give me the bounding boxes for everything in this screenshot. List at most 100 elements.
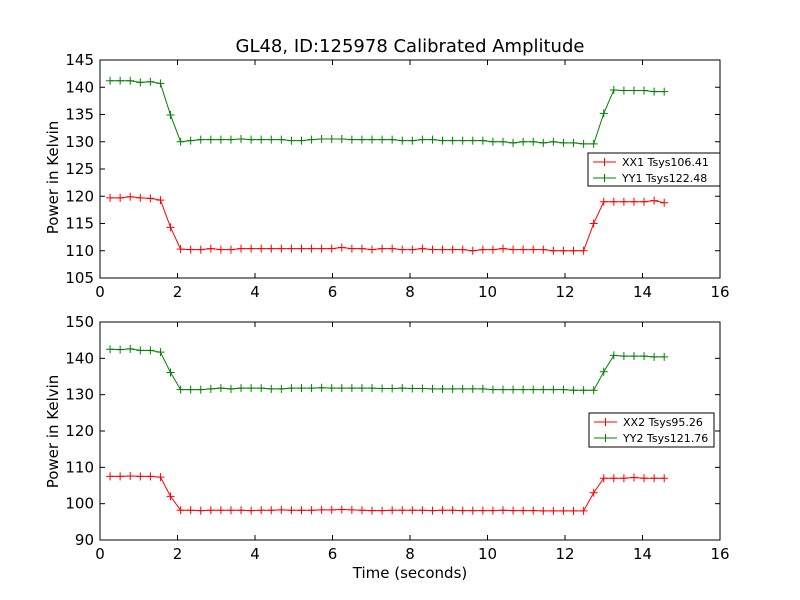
bottom-data-point bbox=[176, 506, 185, 515]
bottom-data-point bbox=[478, 506, 487, 515]
bottom-y-tick-label: 110 bbox=[65, 458, 94, 476]
top-data-point bbox=[438, 245, 447, 254]
bottom-x-tick-label: 14 bbox=[633, 545, 652, 563]
top-data-point bbox=[660, 198, 669, 207]
top-y-tick-label: 130 bbox=[65, 133, 94, 151]
bottom-data-point bbox=[196, 506, 205, 515]
bottom-data-point bbox=[186, 385, 195, 394]
top-data-point bbox=[388, 244, 397, 253]
bottom-data-point bbox=[499, 506, 507, 515]
bottom-data-point bbox=[388, 384, 397, 393]
top-data-point bbox=[609, 197, 618, 206]
bottom-data-point bbox=[317, 505, 326, 514]
bottom-data-point bbox=[378, 384, 387, 393]
top-y-tick-label: 135 bbox=[65, 106, 94, 124]
bottom-data-point bbox=[438, 384, 447, 393]
bottom-data-point bbox=[368, 506, 377, 515]
top-data-point bbox=[176, 245, 185, 254]
top-data-point bbox=[267, 244, 276, 253]
top-data-point bbox=[156, 79, 165, 88]
bottom-data-point bbox=[307, 384, 316, 393]
top-data-point bbox=[257, 244, 266, 253]
bottom-data-point bbox=[569, 386, 578, 395]
bottom-data-point bbox=[378, 506, 387, 515]
top-data-point bbox=[347, 135, 356, 144]
bottom-data-point bbox=[186, 506, 195, 515]
top-data-point bbox=[357, 244, 366, 253]
bottom-data-point bbox=[237, 384, 246, 393]
top-y-tick-label: 105 bbox=[65, 269, 94, 287]
top-data-point bbox=[619, 86, 628, 95]
bottom-y-tick-label: 120 bbox=[65, 422, 94, 440]
top-data-point bbox=[146, 77, 155, 86]
top-data-point bbox=[488, 245, 497, 254]
bottom-data-point bbox=[226, 384, 235, 393]
bottom-data-point bbox=[398, 384, 407, 393]
top-data-point bbox=[166, 111, 175, 120]
top-legend bbox=[587, 152, 721, 187]
top-x-tick-label: 8 bbox=[405, 283, 415, 301]
top-data-point bbox=[116, 76, 125, 85]
top-data-point bbox=[529, 245, 538, 254]
bottom-data-point bbox=[277, 505, 286, 514]
bottom-data-point bbox=[499, 385, 507, 394]
top-data-point bbox=[519, 137, 528, 146]
bottom-data-point bbox=[509, 385, 518, 394]
bottom-x-tick-label: 0 bbox=[95, 545, 105, 563]
top-data-point bbox=[539, 138, 548, 147]
bottom-data-point bbox=[287, 384, 296, 393]
top-data-point bbox=[388, 135, 397, 144]
bottom-data-point bbox=[136, 346, 145, 355]
top-data-point bbox=[136, 78, 145, 87]
bottom-data-point bbox=[337, 384, 346, 393]
bottom-data-point bbox=[398, 506, 407, 515]
bottom-legend-marker bbox=[601, 418, 610, 426]
top-data-point bbox=[166, 223, 175, 232]
top-data-point bbox=[458, 136, 467, 145]
top-data-point bbox=[156, 196, 165, 205]
top-data-point bbox=[317, 135, 326, 144]
top-data-point bbox=[176, 137, 185, 146]
bottom-data-point bbox=[488, 385, 497, 394]
top-data-point bbox=[307, 244, 316, 253]
bottom-data-point bbox=[166, 368, 175, 377]
top-data-point bbox=[408, 136, 417, 145]
bottom-data-point bbox=[106, 472, 115, 481]
top-data-point bbox=[237, 135, 246, 144]
top-data-point bbox=[126, 192, 135, 201]
bottom-data-point bbox=[257, 506, 266, 515]
top-data-point bbox=[640, 197, 649, 206]
bottom-data-point bbox=[660, 352, 669, 361]
top-subplot: Power in Kelvin 0 2 4 6 8 10 12 14 16 105 110 115 12… bbox=[44, 51, 730, 301]
top-data-point bbox=[368, 135, 377, 144]
bottom-data-point bbox=[297, 384, 306, 393]
top-data-point bbox=[448, 136, 457, 145]
top-data-point bbox=[539, 245, 548, 254]
bottom-data-point bbox=[488, 506, 497, 515]
bottom-data-point bbox=[216, 506, 225, 515]
top-data-point bbox=[569, 138, 578, 147]
top-data-point bbox=[277, 135, 286, 144]
bottom-data-point bbox=[458, 384, 467, 393]
bottom-data-point bbox=[549, 385, 558, 394]
top-data-point bbox=[589, 139, 598, 148]
top-data-point bbox=[428, 245, 437, 254]
bottom-data-point bbox=[428, 506, 437, 515]
bottom-data-point bbox=[347, 384, 356, 393]
bottom-data-point bbox=[267, 506, 276, 515]
top-data-point bbox=[226, 135, 235, 144]
bottom-data-point bbox=[478, 384, 487, 393]
top-data-point bbox=[216, 135, 225, 144]
top-data-point bbox=[579, 246, 588, 255]
bottom-data-point bbox=[448, 506, 457, 515]
bottom-data-point bbox=[408, 384, 417, 393]
bottom-data-point bbox=[629, 473, 638, 482]
bottom-legend-label: YY2 Tsys121.76 bbox=[622, 432, 708, 445]
top-data-point bbox=[519, 245, 528, 254]
bottom-x-tick-label: 2 bbox=[173, 545, 183, 563]
bottom-data-point bbox=[166, 492, 175, 501]
bottom-data-point bbox=[126, 472, 135, 481]
bottom-data-point bbox=[619, 352, 628, 361]
top-data-point bbox=[196, 135, 205, 144]
